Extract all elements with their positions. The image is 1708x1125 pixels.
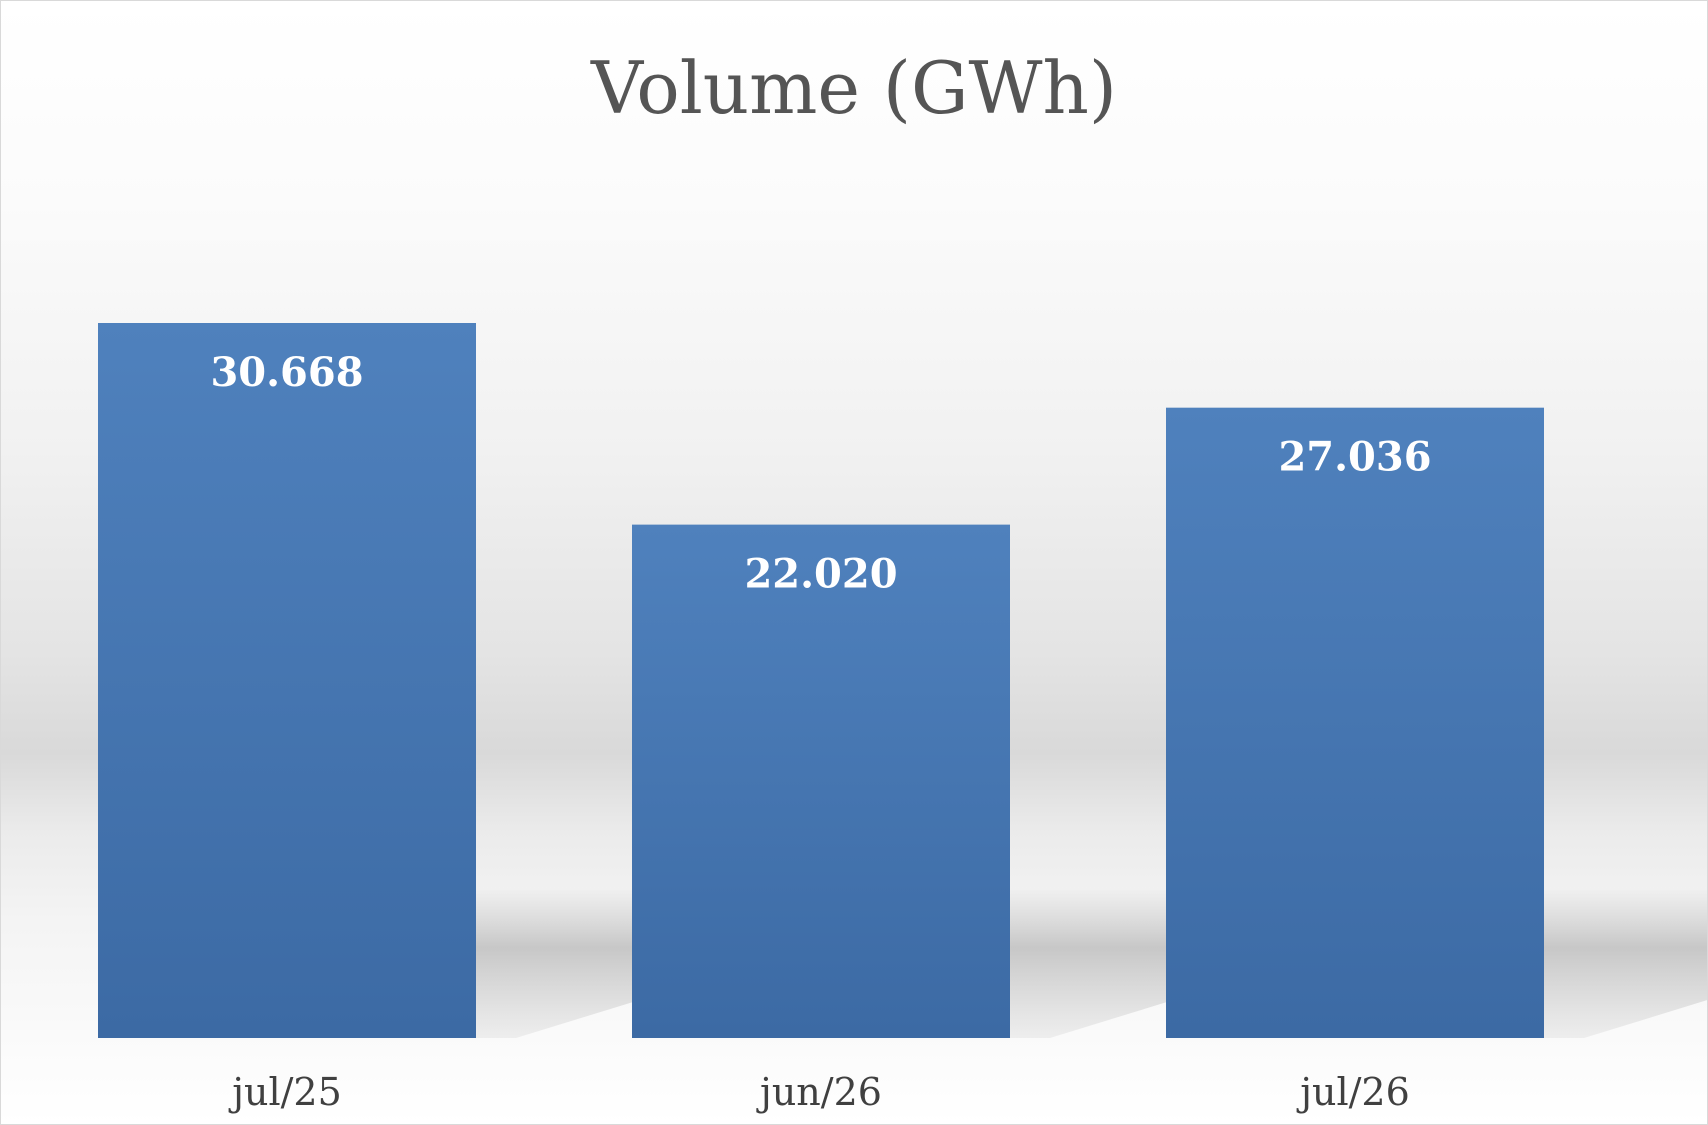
chart-title: Volume (GWh) [590, 46, 1117, 130]
category-label: jun/26 [756, 1070, 882, 1114]
bar-shadow [476, 888, 646, 1038]
bar-shadows [476, 888, 1707, 1038]
bar-shadow [1010, 888, 1180, 1038]
category-labels: jul/25 jun/26 jul/26 [228, 1070, 1410, 1114]
value-label: 22.020 [744, 551, 897, 598]
bar [98, 323, 476, 1038]
bar [632, 524, 1010, 1038]
category-label: jul/25 [228, 1070, 342, 1114]
category-label: jul/26 [1296, 1070, 1410, 1114]
value-labels: 30.668 22.020 27.036 [210, 349, 1431, 598]
bar [1166, 407, 1544, 1038]
bars [98, 323, 1544, 1038]
value-label: 27.036 [1278, 434, 1431, 481]
bar-shadow [1544, 888, 1707, 1038]
value-label: 30.668 [210, 349, 363, 396]
